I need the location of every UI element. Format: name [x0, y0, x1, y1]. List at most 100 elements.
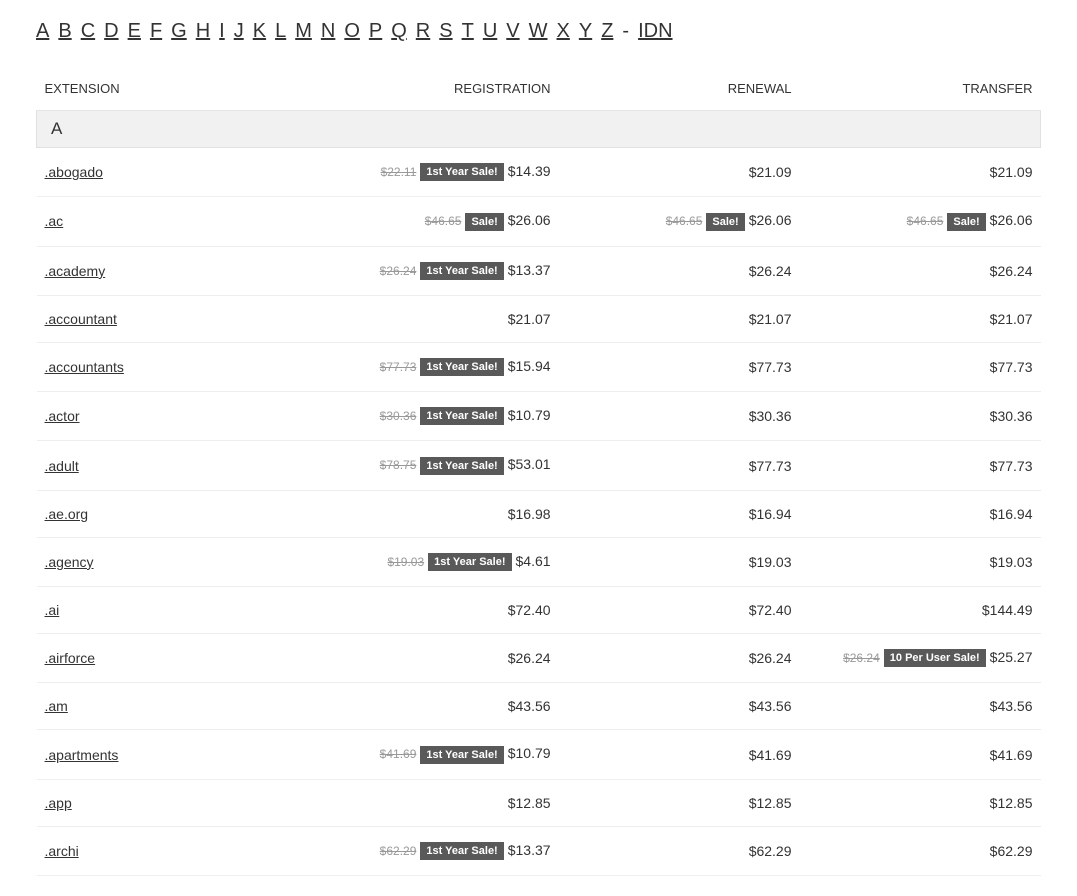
renewal-cell: $26.24 [559, 246, 800, 295]
renewal-cell-price: $16.94 [749, 506, 792, 522]
extension-link[interactable]: .app [45, 795, 72, 811]
alpha-link-h[interactable]: H [196, 20, 210, 43]
extension-link[interactable]: .agency [45, 554, 94, 570]
registration-cell-price: $12.85 [508, 795, 551, 811]
transfer-cell-price: $144.49 [982, 602, 1033, 618]
extension-link[interactable]: .ai [45, 602, 60, 618]
alpha-link-v[interactable]: V [506, 20, 519, 43]
alpha-link-u[interactable]: U [483, 20, 497, 43]
extension-link[interactable]: .archi [45, 843, 79, 859]
alpha-link-a[interactable]: A [36, 20, 49, 43]
renewal-cell: $77.73 [559, 342, 800, 391]
table-row: .app$12.85$12.85$12.85 [37, 779, 1041, 826]
alpha-link-q[interactable]: Q [391, 20, 407, 43]
registration-cell-badge: 1st Year Sale! [420, 262, 503, 280]
alpha-link-l[interactable]: L [275, 20, 286, 43]
renewal-cell-price: $72.40 [749, 602, 792, 618]
registration-cell-badge: 1st Year Sale! [420, 407, 503, 425]
transfer-cell-badge: 10 Per User Sale! [884, 649, 986, 667]
registration-cell-badge: 1st Year Sale! [420, 746, 503, 764]
alpha-link-f[interactable]: F [150, 20, 162, 43]
renewal-cell-price: $62.29 [749, 843, 792, 859]
registration-cell-price: $43.56 [508, 698, 551, 714]
extension-cell: .archi [37, 826, 318, 875]
alpha-link-x[interactable]: X [557, 20, 570, 43]
extension-link[interactable]: .accountants [45, 359, 124, 375]
extension-link[interactable]: .airforce [45, 650, 96, 666]
extension-link[interactable]: .ac [45, 213, 64, 229]
extension-cell: .abogado [37, 148, 318, 197]
extension-link[interactable]: .accountant [45, 311, 117, 327]
alpha-link-z[interactable]: Z [601, 20, 613, 43]
alpha-link-t[interactable]: T [462, 20, 474, 43]
registration-cell: $19.031st Year Sale!$4.61 [318, 537, 559, 586]
extension-link[interactable]: .actor [45, 408, 80, 424]
alpha-link-d[interactable]: D [104, 20, 118, 43]
transfer-cell-price: $77.73 [990, 458, 1033, 474]
extension-link[interactable]: .am [45, 698, 68, 714]
renewal-cell: $21.09 [559, 148, 800, 197]
transfer-cell-strike: $46.65 [907, 214, 944, 228]
section-label: A [37, 111, 1041, 148]
renewal-cell: $16.94 [559, 490, 800, 537]
registration-cell-strike: $26.24 [380, 264, 417, 278]
registration-cell-price: $10.79 [508, 407, 551, 423]
extension-cell: .ae.org [37, 490, 318, 537]
table-row: .am$43.56$43.56$43.56 [37, 683, 1041, 730]
transfer-cell: $30.36 [800, 392, 1041, 441]
renewal-cell-strike: $46.65 [666, 214, 703, 228]
registration-cell-price: $15.94 [508, 358, 551, 374]
extension-link[interactable]: .ae.org [45, 506, 89, 522]
extension-cell: .am [37, 683, 318, 730]
extension-link[interactable]: .academy [45, 263, 106, 279]
extension-cell: .airforce [37, 634, 318, 683]
alpha-link-n[interactable]: N [321, 20, 335, 43]
table-row: .abogado$22.111st Year Sale!$14.39$21.09… [37, 148, 1041, 197]
renewal-cell-price: $30.36 [749, 408, 792, 424]
renewal-cell: $72.40 [559, 587, 800, 634]
registration-cell: $41.691st Year Sale!$10.79 [318, 730, 559, 779]
transfer-cell-price: $19.03 [990, 554, 1033, 570]
table-row: .ac$46.65Sale!$26.06$46.65Sale!$26.06$46… [37, 197, 1041, 246]
transfer-cell: $77.73 [800, 441, 1041, 490]
renewal-cell-price: $26.24 [749, 263, 792, 279]
registration-cell-strike: $30.36 [380, 409, 417, 423]
alpha-link-s[interactable]: S [439, 20, 452, 43]
alpha-link-j[interactable]: J [234, 20, 244, 43]
alpha-link-o[interactable]: O [344, 20, 360, 43]
transfer-cell-price: $26.06 [990, 212, 1033, 228]
alpha-link-y[interactable]: Y [579, 20, 592, 43]
registration-cell-strike: $77.73 [380, 360, 417, 374]
registration-cell: $78.751st Year Sale!$53.01 [318, 441, 559, 490]
extension-link[interactable]: .abogado [45, 164, 103, 180]
col-header-renewal: RENEWAL [559, 71, 800, 111]
extension-link[interactable]: .adult [45, 458, 79, 474]
alpha-link-e[interactable]: E [128, 20, 141, 43]
alpha-link-i[interactable]: I [219, 20, 225, 43]
pricing-table: EXTENSION REGISTRATION RENEWAL TRANSFER … [36, 71, 1041, 876]
alpha-link-r[interactable]: R [416, 20, 430, 43]
registration-cell-price: $10.79 [508, 745, 551, 761]
alpha-link-b[interactable]: B [58, 20, 71, 43]
renewal-cell-price: $12.85 [749, 795, 792, 811]
alpha-link-k[interactable]: K [253, 20, 266, 43]
transfer-cell: $46.65Sale!$26.06 [800, 197, 1041, 246]
renewal-cell: $26.24 [559, 634, 800, 683]
renewal-cell-price: $21.09 [749, 164, 792, 180]
registration-cell: $72.40 [318, 587, 559, 634]
registration-cell: $16.98 [318, 490, 559, 537]
renewal-cell: $12.85 [559, 779, 800, 826]
extension-cell: .app [37, 779, 318, 826]
transfer-cell: $43.56 [800, 683, 1041, 730]
alpha-link-idn[interactable]: IDN [638, 20, 672, 43]
alpha-nav: ABCDEFGHIJKLMNOPQRSTUVWXYZ-IDN [36, 20, 1041, 43]
extension-link[interactable]: .apartments [45, 747, 119, 763]
alpha-link-m[interactable]: M [295, 20, 312, 43]
alpha-link-p[interactable]: P [369, 20, 382, 43]
alpha-link-w[interactable]: W [529, 20, 548, 43]
registration-cell-badge: 1st Year Sale! [420, 163, 503, 181]
alpha-link-c[interactable]: C [81, 20, 95, 43]
alpha-link-g[interactable]: G [171, 20, 187, 43]
extension-cell: .academy [37, 246, 318, 295]
transfer-cell: $144.49 [800, 587, 1041, 634]
